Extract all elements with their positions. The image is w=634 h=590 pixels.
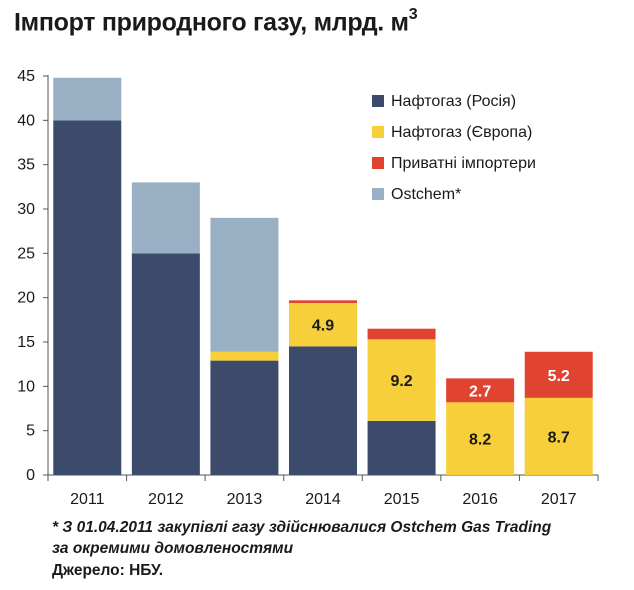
y-tick-label: 10 <box>17 378 35 395</box>
legend-swatch <box>372 157 384 169</box>
x-tick-label: 2013 <box>227 491 263 508</box>
data-label: 8.7 <box>548 429 570 446</box>
x-tick-label: 2017 <box>541 491 577 508</box>
chart-title-superscript: 3 <box>408 6 418 23</box>
footnote: * З 01.04.2011 закупівлі газу здійснювал… <box>52 517 622 559</box>
bar-segment <box>289 302 357 347</box>
bar-segment <box>289 300 357 303</box>
bar-segment <box>524 397 593 475</box>
y-tick-label: 20 <box>17 290 35 307</box>
x-tick-label: 2014 <box>305 491 341 508</box>
x-tick-label: 2011 <box>70 491 105 508</box>
bar-segment <box>367 328 436 340</box>
data-label: 2.7 <box>469 383 491 400</box>
bar-segment <box>446 402 515 475</box>
bar-segment <box>210 351 279 361</box>
footnote-line-1: * З 01.04.2011 закупівлі газу здійснювал… <box>52 519 552 536</box>
x-tick-label: 2016 <box>462 491 498 508</box>
bar-segment <box>367 339 436 421</box>
chart-title-text: Імпорт природного газу, млрд. м <box>14 8 409 37</box>
data-label: 9.2 <box>390 373 412 390</box>
bar-segment <box>210 217 279 352</box>
y-tick-label: 25 <box>17 245 35 262</box>
bar-segment <box>53 120 122 475</box>
bar-segment <box>53 77 122 121</box>
y-tick-label: 0 <box>26 467 35 484</box>
legend-label: Приватні імпортери <box>391 155 536 172</box>
bar-segment <box>131 253 200 475</box>
bar-segment <box>289 346 357 475</box>
bar-segment <box>446 378 515 403</box>
x-tick-label: 2012 <box>148 491 184 508</box>
legend-label: Нафтогаз (Європа) <box>391 124 532 141</box>
legend-swatch <box>372 126 384 138</box>
chart-title: Імпорт природного газу, млрд. м3 <box>14 6 418 37</box>
y-tick-label: 30 <box>17 201 35 218</box>
y-tick-label: 5 <box>26 423 35 440</box>
legend-label: Нафтогаз (Росія) <box>391 93 516 110</box>
bar-segment <box>210 360 279 475</box>
bar-segment <box>524 351 593 398</box>
data-label: 5.2 <box>548 368 570 385</box>
source-note: Джерело: НБУ. <box>52 562 164 579</box>
legend-swatch <box>372 95 384 107</box>
x-tick-label: 2015 <box>384 491 420 508</box>
bar-segment <box>367 420 436 475</box>
y-tick-label: 15 <box>17 334 35 351</box>
data-label: 8.2 <box>469 432 491 449</box>
legend-label: Ostchem* <box>391 186 461 203</box>
y-tick-label: 45 <box>17 68 35 85</box>
bar-segment <box>131 182 200 254</box>
y-tick-label: 35 <box>17 157 35 174</box>
footnote-line-2: за окремими домовленостями <box>52 540 294 557</box>
legend-swatch <box>372 188 384 200</box>
data-label: 4.9 <box>312 318 334 335</box>
y-tick-label: 40 <box>17 112 35 129</box>
bar-chart: 0 5 10 15 20 25 30 35 40 45 2011 2012 2013 2014 2015 20… <box>17 68 599 508</box>
